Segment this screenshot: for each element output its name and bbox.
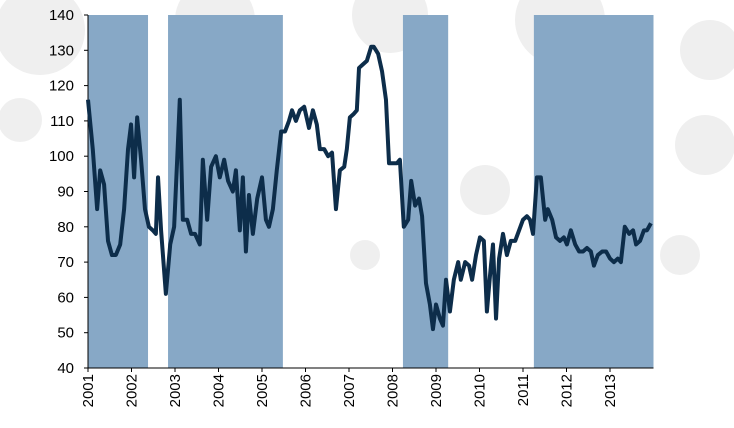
line bbox=[86, 44, 653, 332]
x-tick-label: 2004 bbox=[211, 374, 228, 407]
y-tick-label: 120 bbox=[49, 78, 74, 95]
x-tick-label: 2010 bbox=[472, 374, 489, 407]
y-tick-label: 100 bbox=[49, 148, 74, 165]
y-tick-label: 60 bbox=[57, 289, 74, 306]
x-tick-label: 2001 bbox=[80, 374, 97, 407]
y-tick-label: 50 bbox=[57, 325, 74, 342]
x-tick-label: 2002 bbox=[124, 374, 141, 407]
y-tick-label: 110 bbox=[50, 113, 74, 130]
x-tick-label: 2013 bbox=[602, 374, 619, 407]
x-tick-label: 2005 bbox=[254, 374, 271, 407]
y-tick-label: 90 bbox=[57, 184, 74, 201]
x-tick-label: 2008 bbox=[385, 374, 402, 407]
y-tick-label: 40 bbox=[57, 360, 74, 377]
shaded-region bbox=[168, 15, 283, 368]
y-tick-label: 70 bbox=[57, 254, 74, 271]
x-tick-label: 2011 bbox=[515, 374, 532, 406]
y-tick-label: 140 bbox=[49, 7, 74, 24]
y-tick-label: 130 bbox=[49, 42, 74, 59]
x-tick-label: 2006 bbox=[298, 374, 315, 407]
x-tick-label: 2007 bbox=[341, 374, 358, 407]
x-tick-label: 2012 bbox=[559, 374, 576, 407]
y-tick-label: 80 bbox=[57, 219, 74, 236]
shaded-region bbox=[533, 15, 654, 368]
x-tick-label: 2009 bbox=[428, 374, 445, 407]
x-tick-label: 2003 bbox=[167, 374, 184, 407]
